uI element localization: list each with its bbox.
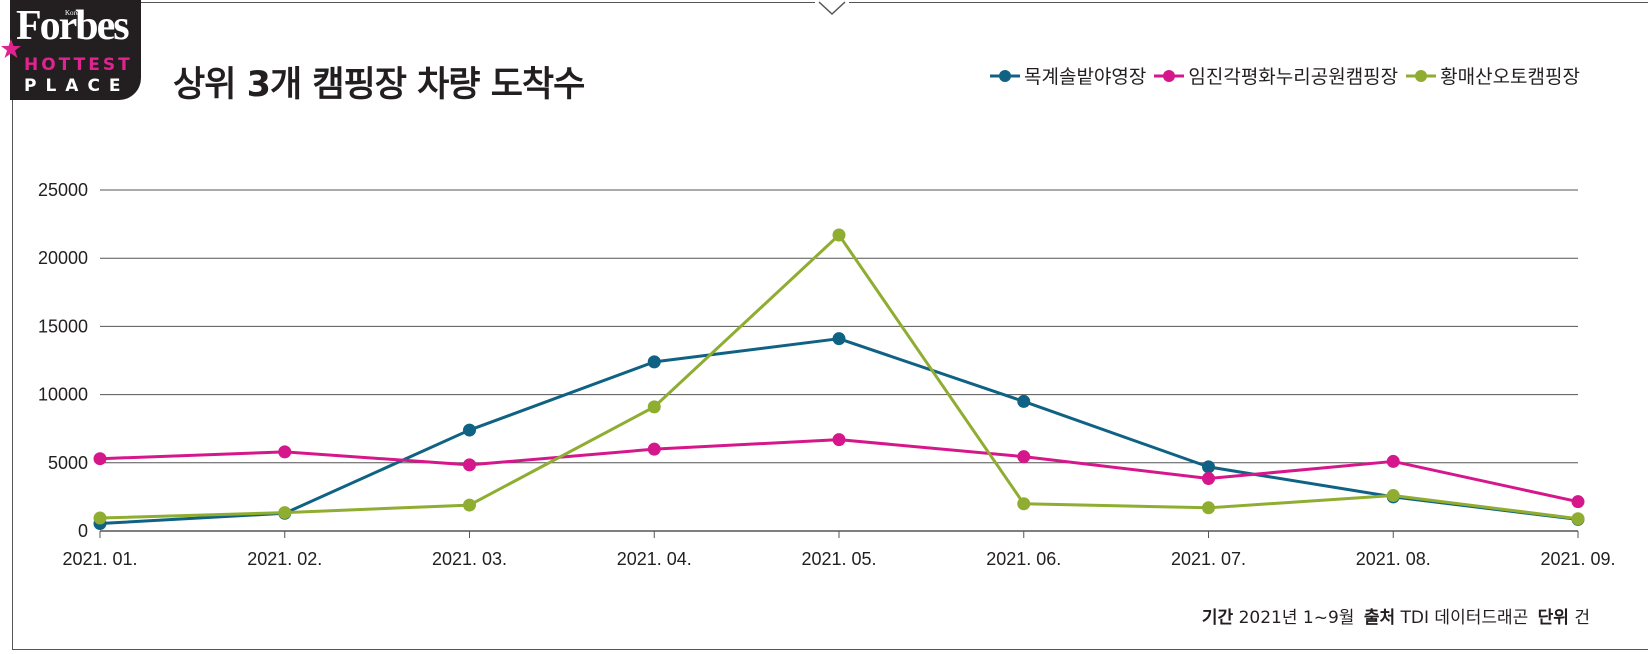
data-point-series2 <box>278 445 292 459</box>
y-tick-label: 15000 <box>38 316 88 336</box>
source-label: 출처 <box>1363 608 1396 628</box>
logo-line2: PLACE <box>24 76 130 96</box>
data-point-series2 <box>647 442 661 456</box>
data-point-series3 <box>1202 501 1215 515</box>
legend: 목계솔밭야영장 임진각평화누리공원캠핑장 황매산오토캠핑장 <box>990 62 1580 89</box>
data-point-series3 <box>1571 512 1585 526</box>
frame-notch <box>815 0 849 16</box>
legend-dot-series3 <box>1415 69 1428 82</box>
logo-brand: Forbes <box>16 3 130 49</box>
data-point-series2 <box>1017 450 1031 464</box>
data-point-series3 <box>278 506 292 520</box>
star-icon <box>1 39 21 58</box>
y-tick-label: 5000 <box>48 453 88 473</box>
data-point-series1 <box>1202 460 1215 474</box>
unit-label: 단위 <box>1537 608 1569 628</box>
data-point-series3 <box>93 511 107 525</box>
data-point-series1 <box>463 423 476 437</box>
period-value: 2021년 1~9월 <box>1238 608 1355 628</box>
legend-marker-series3 <box>1406 69 1437 82</box>
data-point-series2 <box>832 433 846 447</box>
legend-marker-series1 <box>990 69 1020 82</box>
legend-label-series3: 황매산오토캠핑장 <box>1440 66 1580 88</box>
data-point-series2 <box>93 452 107 466</box>
period-label: 기간 <box>1201 608 1234 628</box>
legend-dot-series2 <box>1163 69 1176 82</box>
x-tick-label: 2021. 03. <box>432 549 507 569</box>
data-point-series1 <box>647 355 661 369</box>
data-point-series3 <box>1386 489 1400 503</box>
logo-line1: HOTTEST <box>24 55 133 75</box>
data-point-series2 <box>1386 454 1400 468</box>
legend-item-series1: 목계솔밭야영장 <box>990 62 1146 89</box>
logo-edition: Korea <box>65 9 83 17</box>
data-point-series2 <box>463 458 476 472</box>
series-line-3 <box>99 233 1579 521</box>
x-tick-label: 2021. 09. <box>1540 549 1615 569</box>
legend-label-series1: 목계솔밭야영장 <box>1024 66 1147 88</box>
forbes-hottest-place-logo: Forbes Korea HOTTEST PLACE <box>10 0 141 100</box>
legend-item-series2: 임진각평화누리공원캠핑장 <box>1154 62 1398 89</box>
data-point-series2 <box>1571 495 1585 509</box>
source-value: TDI 데이터드래곤 <box>1400 608 1529 628</box>
y-tick-label: 20000 <box>38 248 88 268</box>
data-point-series1 <box>832 332 846 346</box>
data-point-series3 <box>647 400 661 414</box>
data-point-series1 <box>1017 394 1031 408</box>
chart-footer: 기간 2021년 1~9월 출처 TDI 데이터드래곤 단위 건 <box>1202 603 1594 628</box>
legend-label-series2: 임진각평화누리공원캠핑장 <box>1188 66 1399 88</box>
y-tick-label: 25000 <box>38 180 88 200</box>
x-tick-label: 2021. 06. <box>986 549 1061 569</box>
data-point-series2 <box>1202 471 1215 485</box>
x-tick-label: 2021. 01. <box>62 549 137 569</box>
x-tick-label: 2021. 04. <box>617 549 692 569</box>
x-tick-label: 2021. 05. <box>801 549 876 569</box>
unit-value: 건 <box>1574 608 1590 628</box>
series-line-1 <box>99 337 1579 525</box>
chevron-down-icon <box>818 1 846 16</box>
x-tick-label: 2021. 07. <box>1171 549 1246 569</box>
legend-marker-series2 <box>1154 69 1185 82</box>
y-tick-label: 10000 <box>38 385 88 405</box>
data-point-series3 <box>463 498 476 512</box>
data-point-series3 <box>832 228 846 242</box>
x-tick-label: 2021. 08. <box>1356 549 1431 569</box>
x-tick-label: 2021. 02. <box>247 549 322 569</box>
data-point-series3 <box>1017 497 1031 511</box>
chart-title: 상위 3개 캠핑장 차량 도착수 <box>173 65 585 105</box>
legend-item-series3: 황매산오토캠핑장 <box>1406 62 1580 89</box>
y-tick-label: 0 <box>78 521 88 541</box>
legend-dot-series1 <box>999 69 1011 82</box>
